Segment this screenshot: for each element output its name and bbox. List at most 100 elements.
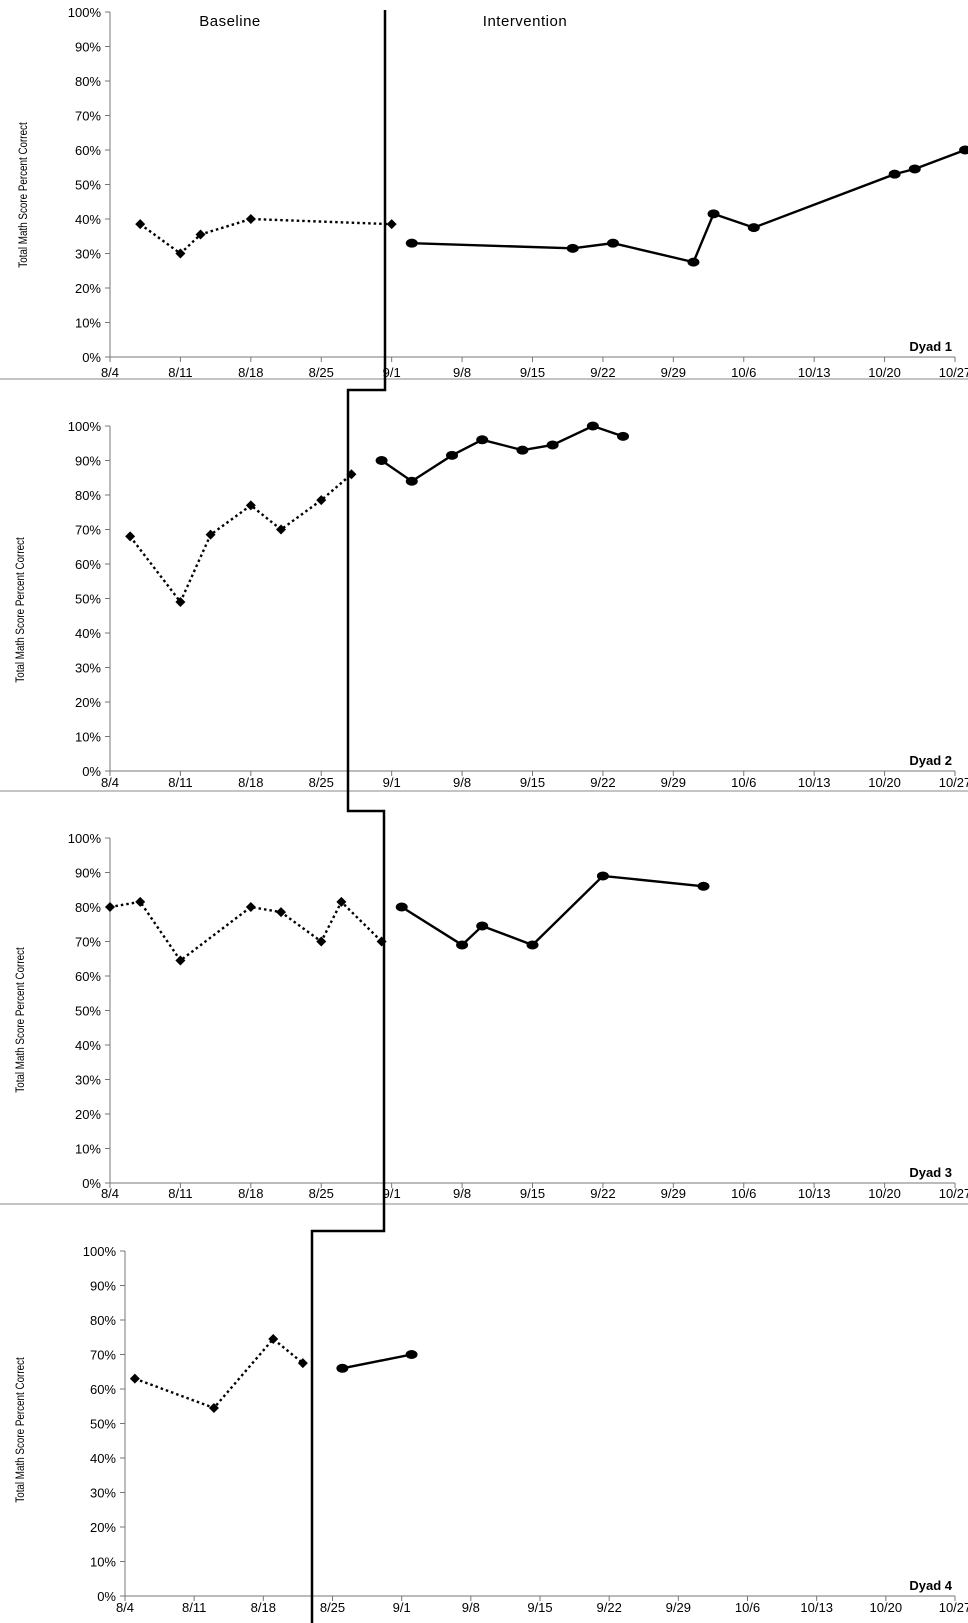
intervention-data-point — [456, 940, 469, 950]
baseline-data-point — [268, 1333, 279, 1344]
baseline-data-point — [386, 219, 397, 230]
intervention-data-point — [959, 145, 968, 155]
intervention-series-line — [411, 148, 968, 264]
y-tick-label: 50% — [75, 592, 101, 607]
x-tick-label: 9/22 — [590, 365, 615, 380]
intervention-data-point — [566, 243, 579, 253]
intervention-series-line — [342, 1353, 412, 1370]
dyad-4-panel: 0% 10% 20% 30% 40% 50% 60% 70% 80% 90% 100% 8/4 8/11… — [0, 1203, 968, 1615]
intervention-series-line — [401, 874, 704, 947]
y-tick-label: 100% — [83, 1244, 117, 1259]
x-tick-label: 8/11 — [168, 775, 192, 790]
x-tick-label: 8/11 — [168, 365, 192, 380]
intervention-data-point — [405, 476, 418, 486]
x-tick-label: 9/29 — [661, 365, 686, 380]
y-tick-label: 70% — [75, 523, 101, 538]
baseline-data-point — [245, 500, 256, 511]
dyad-3-panel: 0% 10% 20% 30% 40% 50% 60% 70% 80% 90% 100% 8/4 8/11… — [0, 790, 968, 1201]
y-tick-label: 20% — [75, 281, 101, 296]
y-tick-label: 60% — [75, 969, 101, 984]
x-tick-label: 10/6 — [731, 775, 756, 790]
y-tick-label: 30% — [75, 661, 101, 676]
baseline-data-point — [125, 531, 136, 542]
intervention-data-point — [606, 238, 619, 248]
y-axis-title: Total Math Score Percent Correct — [14, 1357, 27, 1502]
y-tick-label: 30% — [75, 247, 101, 262]
dyad-label: Dyad 3 — [909, 1165, 952, 1180]
intervention-data-point — [596, 871, 609, 881]
x-tick-label: 9/22 — [590, 1186, 615, 1201]
baseline-data-point — [297, 1358, 308, 1369]
y-tick-label: 50% — [75, 1004, 101, 1019]
y-tick-label: 0% — [82, 1176, 101, 1191]
intervention-data-point — [336, 1363, 349, 1373]
x-tick-label: 10/6 — [731, 365, 756, 380]
x-tick-label: 9/29 — [661, 1186, 686, 1201]
baseline-data-point — [245, 214, 256, 224]
baseline-data-point — [276, 524, 287, 535]
intervention-data-point — [908, 164, 921, 174]
intervention-data-point — [586, 421, 599, 431]
baseline-series-line — [109, 899, 383, 963]
y-tick-label: 40% — [90, 1451, 116, 1466]
intervention-data-point — [617, 431, 630, 441]
x-tick-label: 8/18 — [238, 1186, 263, 1201]
x-tick-label: 9/8 — [453, 775, 471, 790]
y-tick-label: 80% — [75, 488, 101, 503]
y-tick-label: 50% — [75, 178, 101, 193]
intervention-data-point — [375, 456, 388, 465]
y-tick-label: 10% — [75, 730, 101, 745]
baseline-series-line — [134, 1337, 304, 1410]
y-tick-label: 70% — [75, 109, 101, 124]
intervention-data-point — [697, 881, 710, 891]
baseline-data-point — [316, 495, 327, 506]
x-tick-label: 10/27 — [939, 1186, 968, 1201]
x-tick-label: 8/4 — [116, 1600, 134, 1615]
x-tick-label: 9/15 — [527, 1600, 552, 1615]
x-tick-label: 9/22 — [590, 775, 615, 790]
y-axis-title: Total Math Score Percent Correct — [14, 537, 27, 682]
y-tick-label: 80% — [90, 1313, 116, 1328]
y-tick-label: 60% — [90, 1382, 116, 1397]
x-tick-label: 9/15 — [520, 365, 545, 380]
x-tick-label: 8/18 — [238, 775, 263, 790]
y-tick-label: 80% — [75, 900, 101, 915]
y-tick-label: 100% — [68, 831, 102, 846]
x-tick-label: 10/6 — [731, 1186, 756, 1201]
x-tick-label: 9/1 — [393, 1600, 411, 1615]
x-tick-label: 8/25 — [320, 1600, 345, 1615]
baseline-data-point — [205, 529, 216, 540]
y-tick-label: 90% — [75, 40, 101, 55]
y-axis-title: Total Math Score Percent Correct — [17, 122, 30, 267]
intervention-data-point — [888, 169, 901, 179]
intervention-data-point — [405, 238, 418, 248]
x-tick-label: 8/4 — [101, 775, 119, 790]
baseline-data-point — [195, 229, 206, 240]
x-tick-label: 8/11 — [182, 1600, 206, 1615]
intervention-data-point — [707, 209, 720, 219]
x-tick-label: 8/18 — [251, 1600, 276, 1615]
x-tick-label: 10/27 — [939, 365, 968, 380]
baseline-series-line — [139, 217, 392, 256]
y-tick-label: 60% — [75, 143, 101, 158]
baseline-data-point — [175, 955, 186, 966]
y-tick-label: 90% — [90, 1279, 116, 1294]
intervention-data-point — [446, 450, 459, 460]
x-tick-label: 10/13 — [798, 365, 831, 380]
baseline-data-point — [129, 1373, 140, 1384]
dyad-label: Dyad 4 — [909, 1578, 952, 1593]
x-tick-label: 10/20 — [868, 775, 901, 790]
y-tick-label: 20% — [90, 1520, 116, 1535]
baseline-data-point — [208, 1402, 219, 1413]
x-tick-label: 10/13 — [798, 1186, 831, 1201]
x-tick-label: 9/8 — [453, 365, 471, 380]
y-tick-label: 10% — [90, 1555, 116, 1570]
y-tick-label: 70% — [90, 1348, 116, 1363]
baseline-data-point — [135, 219, 146, 230]
y-tick-label: 0% — [97, 1589, 116, 1604]
x-tick-label: 10/20 — [868, 365, 901, 380]
baseline-data-point — [336, 896, 347, 907]
dyad-2-panel: 0% 10% 20% 30% 40% 50% 60% 70% 80% 90% 100% 8/4 8/11… — [0, 378, 968, 790]
phase-label-intervention: Intervention — [483, 13, 567, 30]
